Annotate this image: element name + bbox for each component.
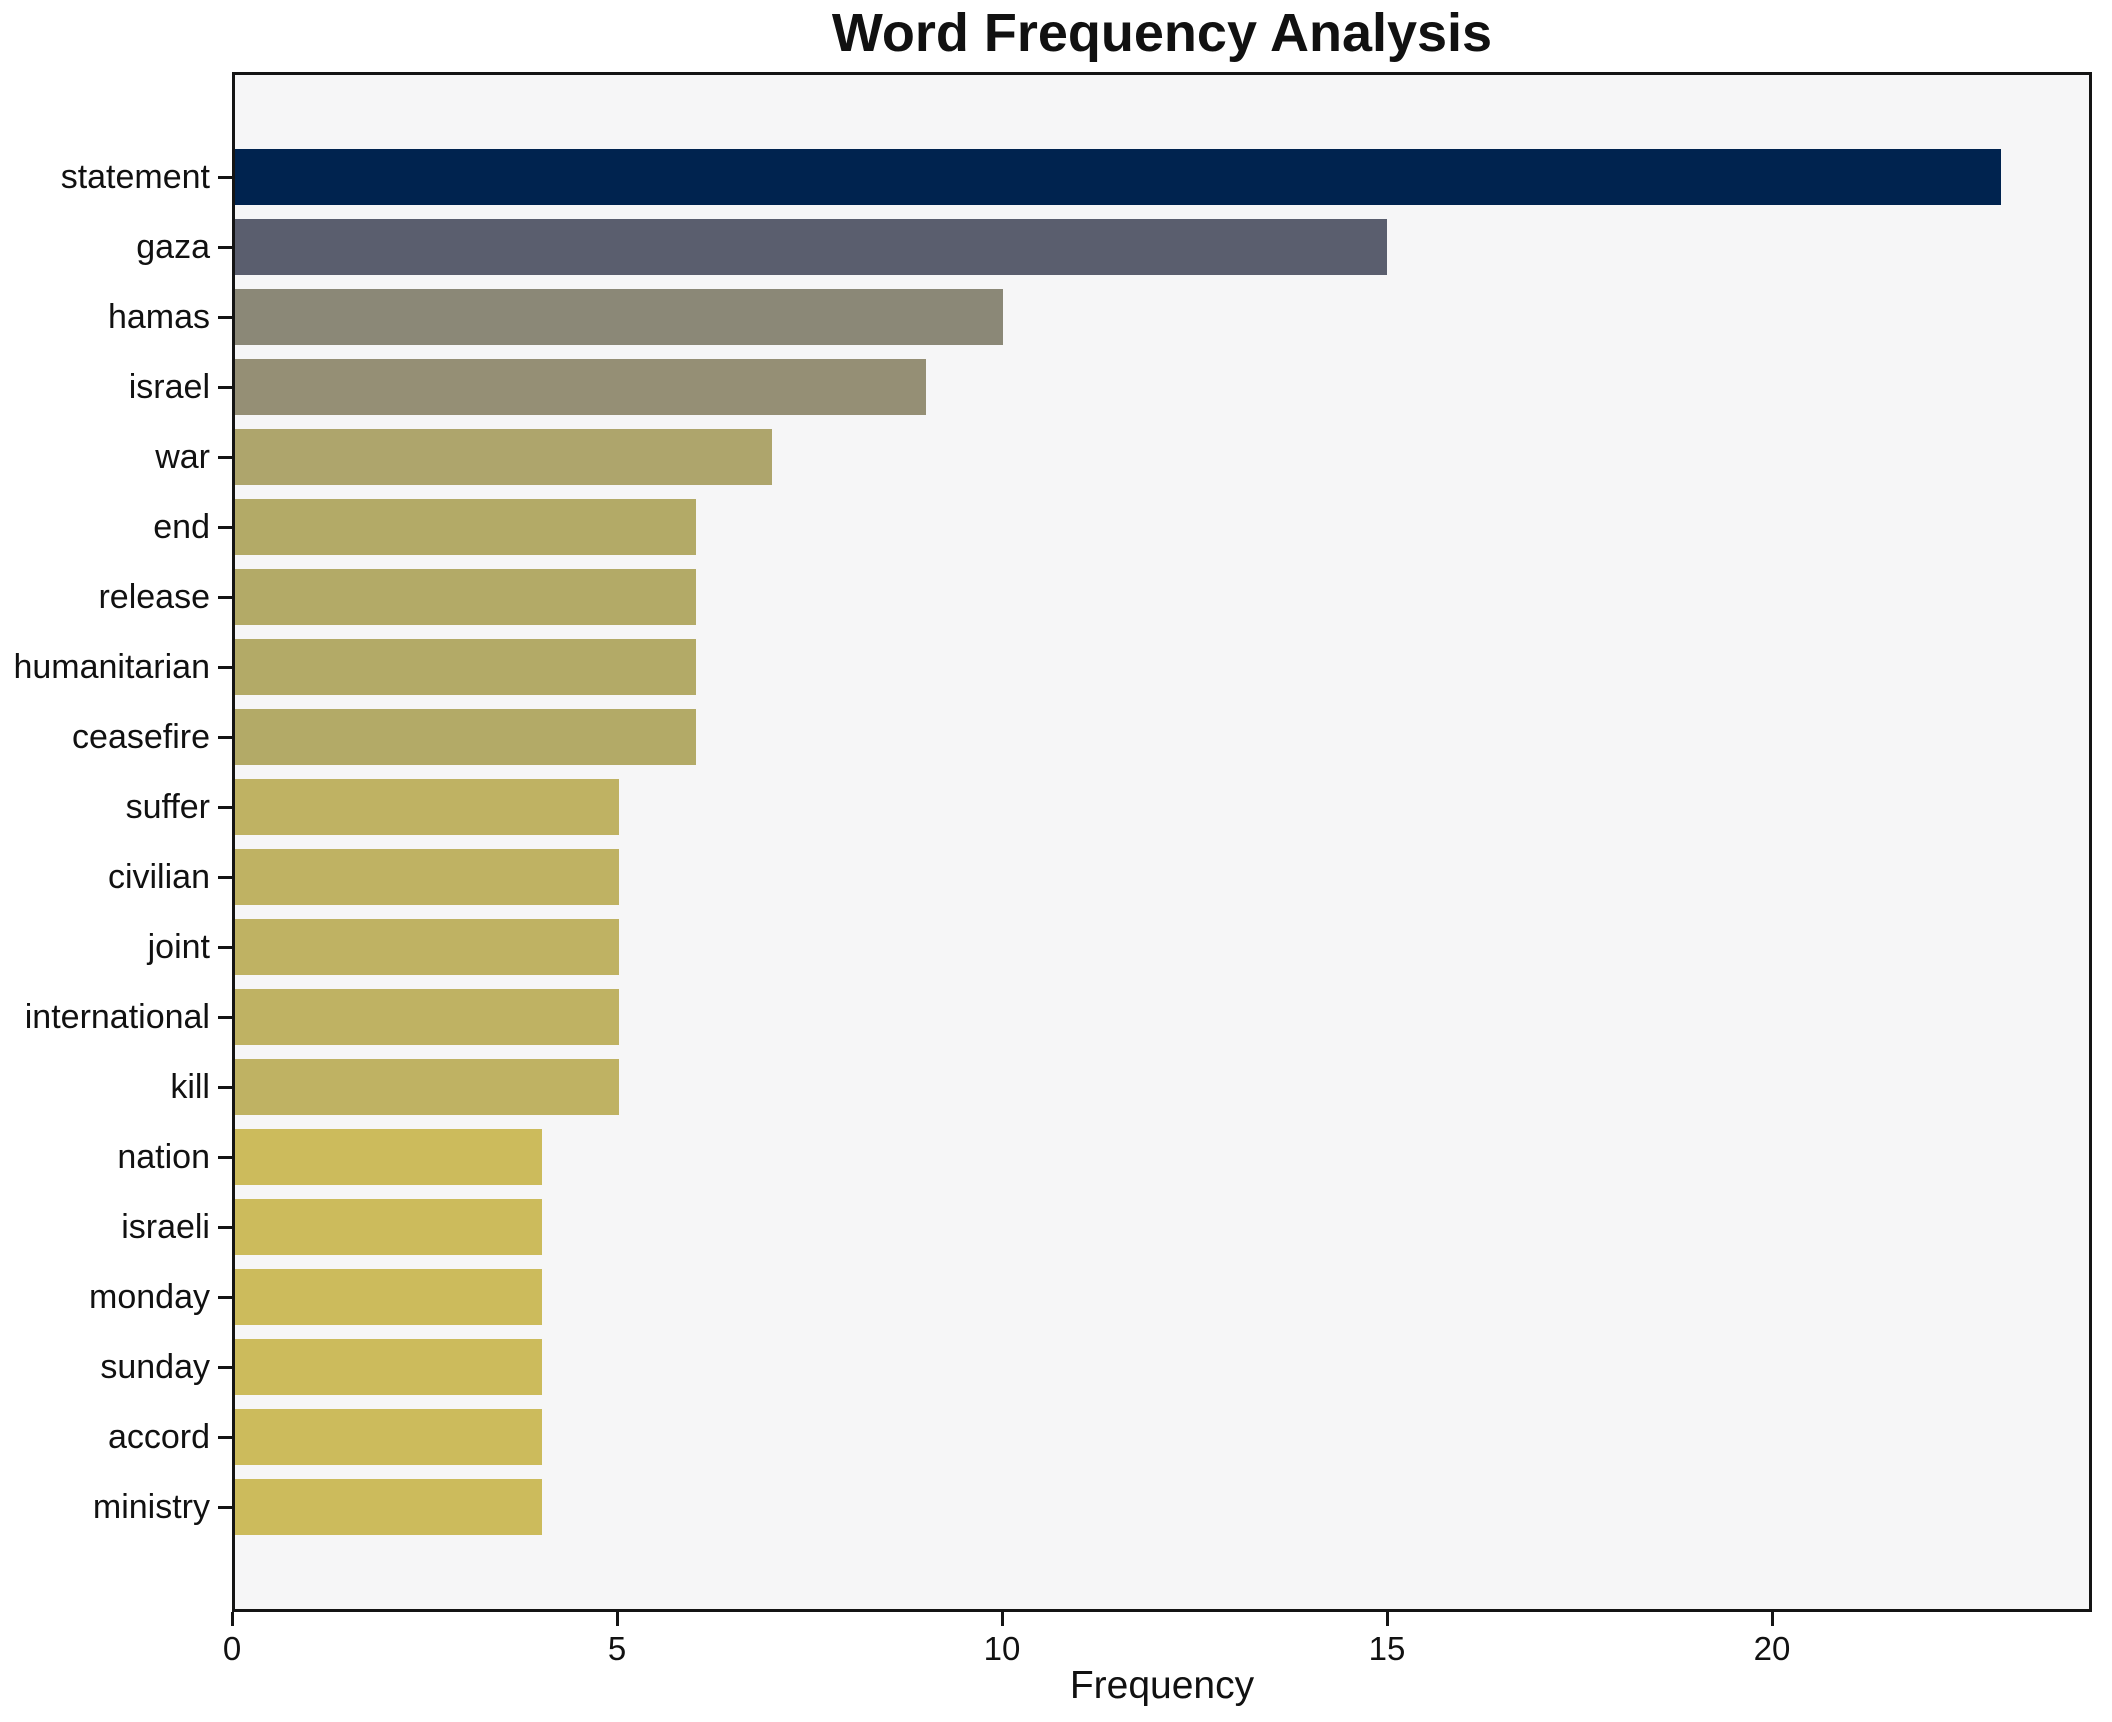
y-tick-label-civilian: civilian (107, 858, 210, 896)
y-tick-mark (218, 1436, 232, 1439)
x-tick-mark (1771, 1612, 1774, 1626)
x-axis-title: Frequency (1069, 1664, 1255, 1707)
y-tick-mark (218, 1226, 232, 1229)
y-tick-label-humanitarian: humanitarian (13, 648, 210, 686)
x-tick-label-0: 0 (222, 1630, 242, 1667)
x-tick-label-15: 15 (1368, 1630, 1406, 1667)
bar-israel (235, 359, 926, 415)
y-tick-mark (218, 1156, 232, 1159)
y-tick-label-ministry: ministry (92, 1488, 210, 1526)
y-tick-mark (218, 246, 232, 249)
bar-ministry (235, 1479, 543, 1535)
x-tick-label-10: 10 (983, 1630, 1021, 1667)
y-tick-label-hamas: hamas (107, 298, 210, 336)
bar-civilian (235, 849, 619, 905)
y-tick-label-kill: kill (170, 1068, 210, 1106)
bar-suffer (235, 779, 619, 835)
y-tick-label-release: release (98, 578, 210, 616)
y-tick-mark (218, 1366, 232, 1369)
x-tick-label-5: 5 (607, 1630, 627, 1667)
bar-nation (235, 1129, 543, 1185)
y-tick-mark (218, 1086, 232, 1089)
y-tick-label-gaza: gaza (136, 228, 210, 266)
chart-title: Word Frequency Analysis (831, 3, 1493, 63)
y-tick-label-suffer: suffer (125, 788, 210, 826)
bar-kill (235, 1059, 619, 1115)
bar-humanitarian (235, 639, 696, 695)
y-tick-mark (218, 666, 232, 669)
bar-end (235, 499, 696, 555)
y-tick-label-israel: israel (128, 368, 210, 406)
bar-gaza (235, 219, 1387, 275)
bar-accord (235, 1409, 543, 1465)
bar-release (235, 569, 696, 625)
bar-hamas (235, 289, 1003, 345)
y-tick-mark (218, 176, 232, 179)
y-tick-label-statement: statement (60, 158, 210, 196)
y-tick-mark (218, 876, 232, 879)
y-tick-mark (218, 456, 232, 459)
y-tick-label-israeli: israeli (121, 1208, 210, 1246)
bar-war (235, 429, 773, 485)
y-tick-mark (218, 1016, 232, 1019)
bar-monday (235, 1269, 543, 1325)
bar-israeli (235, 1199, 543, 1255)
y-tick-mark (218, 736, 232, 739)
y-tick-label-end: end (153, 508, 210, 546)
y-tick-label-international: international (24, 998, 210, 1036)
y-tick-mark (218, 806, 232, 809)
bar-statement (235, 149, 2001, 205)
x-tick-label-20: 20 (1753, 1630, 1791, 1667)
x-tick-mark (1386, 1612, 1389, 1626)
y-tick-mark (218, 526, 232, 529)
y-tick-mark (218, 1296, 232, 1299)
bar-joint (235, 919, 619, 975)
y-tick-mark (218, 596, 232, 599)
x-tick-mark (231, 1612, 234, 1626)
x-tick-mark (616, 1612, 619, 1626)
bar-sunday (235, 1339, 543, 1395)
plot-area (232, 72, 2092, 1612)
y-tick-mark (218, 316, 232, 319)
y-tick-label-war: war (155, 438, 210, 476)
y-tick-label-nation: nation (117, 1138, 210, 1176)
y-tick-label-accord: accord (107, 1418, 210, 1456)
y-tick-mark (218, 1506, 232, 1509)
y-tick-mark (218, 386, 232, 389)
y-tick-label-ceasefire: ceasefire (72, 718, 210, 756)
bar-ceasefire (235, 709, 696, 765)
bar-international (235, 989, 619, 1045)
y-tick-label-sunday: sunday (100, 1348, 210, 1386)
y-tick-mark (218, 946, 232, 949)
x-tick-mark (1001, 1612, 1004, 1626)
y-tick-label-monday: monday (89, 1278, 210, 1316)
y-tick-label-joint: joint (147, 928, 210, 966)
